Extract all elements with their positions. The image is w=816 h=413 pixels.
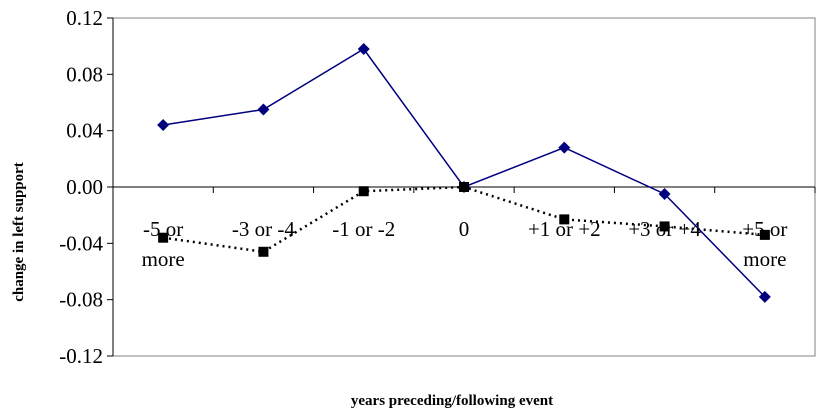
data-point xyxy=(158,232,169,243)
data-point xyxy=(759,229,770,240)
series-layer xyxy=(157,42,771,303)
data-point xyxy=(257,103,270,116)
series-2 xyxy=(158,182,770,257)
series-line xyxy=(162,48,766,298)
data-point xyxy=(558,141,571,154)
data-point xyxy=(758,290,771,303)
data-point xyxy=(559,214,570,225)
data-point xyxy=(659,221,670,232)
x-tick-label: +5 or more xyxy=(742,217,787,271)
series-1 xyxy=(157,42,771,303)
y-tick-label: -0.04 xyxy=(59,231,103,255)
x-tick-label: -5 or more xyxy=(142,217,185,271)
x-axis-title: years preceding/following event xyxy=(351,393,553,409)
x-tick-label: -3 or -4 xyxy=(232,217,295,241)
data-point xyxy=(658,188,671,201)
y-tick-label: 0.00 xyxy=(66,175,103,199)
y-axis: 0.12 0.08 0.04 0.00 -0.04 -0.08 -0.12 xyxy=(59,6,113,368)
y-tick-label: -0.12 xyxy=(59,344,103,368)
y-axis-title: change in left support xyxy=(11,162,27,302)
x-tick-label: 0 xyxy=(459,217,470,241)
data-point xyxy=(157,119,170,132)
data-point xyxy=(357,42,370,55)
y-tick-label: 0.04 xyxy=(66,119,103,143)
data-point xyxy=(459,182,469,192)
y-tick-label: 0.12 xyxy=(66,6,103,30)
x-tick-label: -1 or -2 xyxy=(332,217,395,241)
y-tick-label: 0.08 xyxy=(66,62,103,86)
data-point xyxy=(258,246,269,257)
y-tick-label: -0.08 xyxy=(59,288,103,312)
data-point xyxy=(358,186,369,197)
